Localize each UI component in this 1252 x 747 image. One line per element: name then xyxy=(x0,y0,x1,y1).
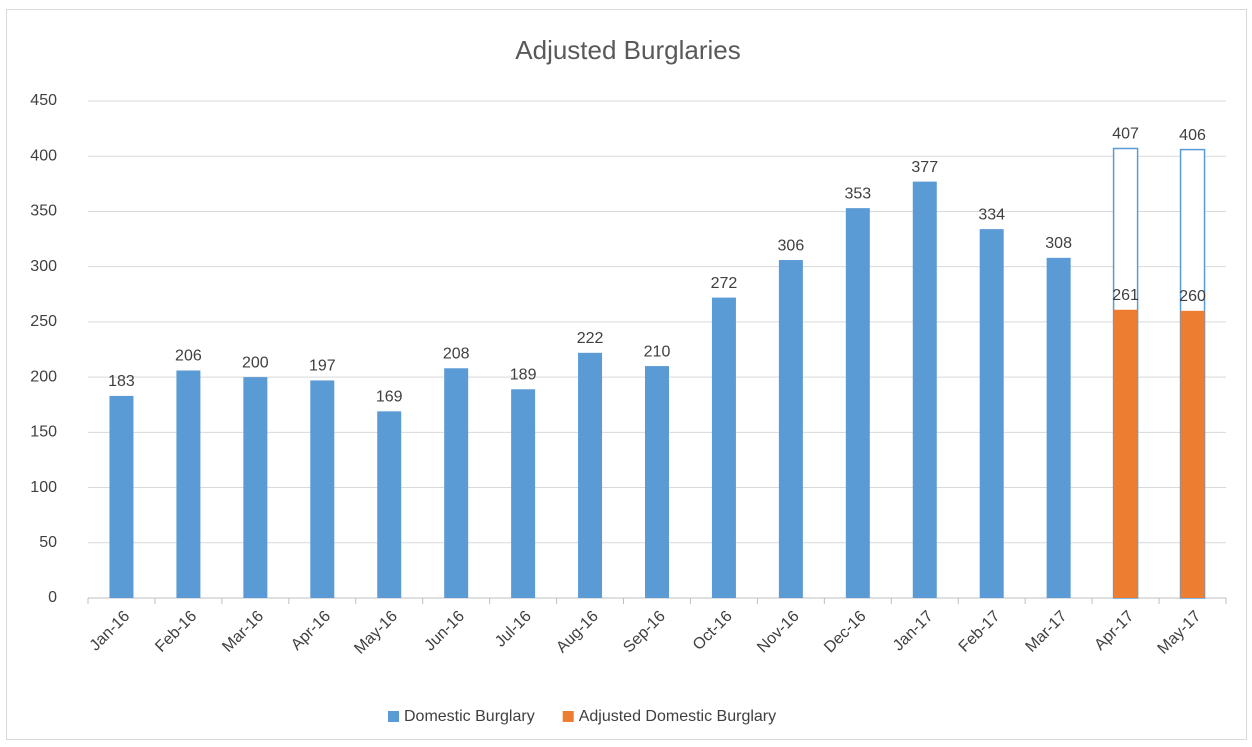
bar xyxy=(645,366,669,598)
bar xyxy=(176,370,201,598)
data-label: 208 xyxy=(443,345,470,362)
chart-frame xyxy=(6,9,1247,740)
data-label: 377 xyxy=(911,159,938,176)
y-tick-label: 250 xyxy=(30,313,57,330)
data-label: 197 xyxy=(309,358,336,375)
bar xyxy=(845,208,870,598)
data-label: 353 xyxy=(844,185,871,202)
legend-swatch xyxy=(388,711,399,722)
bar xyxy=(578,352,603,598)
data-label: 169 xyxy=(376,389,403,406)
y-tick-label: 200 xyxy=(30,368,57,385)
bar xyxy=(912,181,937,598)
bar xyxy=(310,380,335,598)
data-label: 306 xyxy=(778,237,805,254)
data-label: 206 xyxy=(175,348,202,365)
data-label: 210 xyxy=(644,343,671,360)
bar xyxy=(243,377,268,598)
data-label: 189 xyxy=(510,366,537,383)
data-label: 261 xyxy=(1112,287,1139,304)
legend-label: Adjusted Domestic Burglary xyxy=(579,708,776,725)
y-tick-label: 0 xyxy=(48,589,57,606)
bar xyxy=(377,411,402,598)
data-label: 406 xyxy=(1179,127,1206,144)
bar xyxy=(109,395,134,598)
bar xyxy=(979,229,1004,599)
data-label: 308 xyxy=(1045,235,1072,252)
bar xyxy=(511,389,536,598)
y-tick-label: 150 xyxy=(30,424,57,441)
y-tick-label: 100 xyxy=(30,479,57,496)
y-tick-label: 50 xyxy=(39,534,57,551)
data-label: 260 xyxy=(1179,288,1206,305)
bar xyxy=(711,297,736,598)
data-label: 407 xyxy=(1112,126,1139,143)
y-tick-label: 450 xyxy=(30,92,57,109)
bar xyxy=(1180,310,1205,598)
data-label: 272 xyxy=(711,275,738,292)
y-tick-label: 300 xyxy=(30,258,57,275)
chart-title: Adjusted Burglaries xyxy=(515,35,740,65)
data-label: 183 xyxy=(108,373,135,390)
data-label: 222 xyxy=(577,330,604,347)
bar xyxy=(778,260,803,598)
y-tick-label: 400 xyxy=(30,147,57,164)
bar xyxy=(1113,309,1138,598)
legend-label: Domestic Burglary xyxy=(404,708,535,725)
bar xyxy=(1046,257,1071,598)
data-label: 334 xyxy=(978,206,1005,223)
bar xyxy=(444,368,469,598)
legend-swatch xyxy=(562,711,574,722)
data-label: 200 xyxy=(242,354,269,371)
y-tick-label: 350 xyxy=(30,203,57,220)
